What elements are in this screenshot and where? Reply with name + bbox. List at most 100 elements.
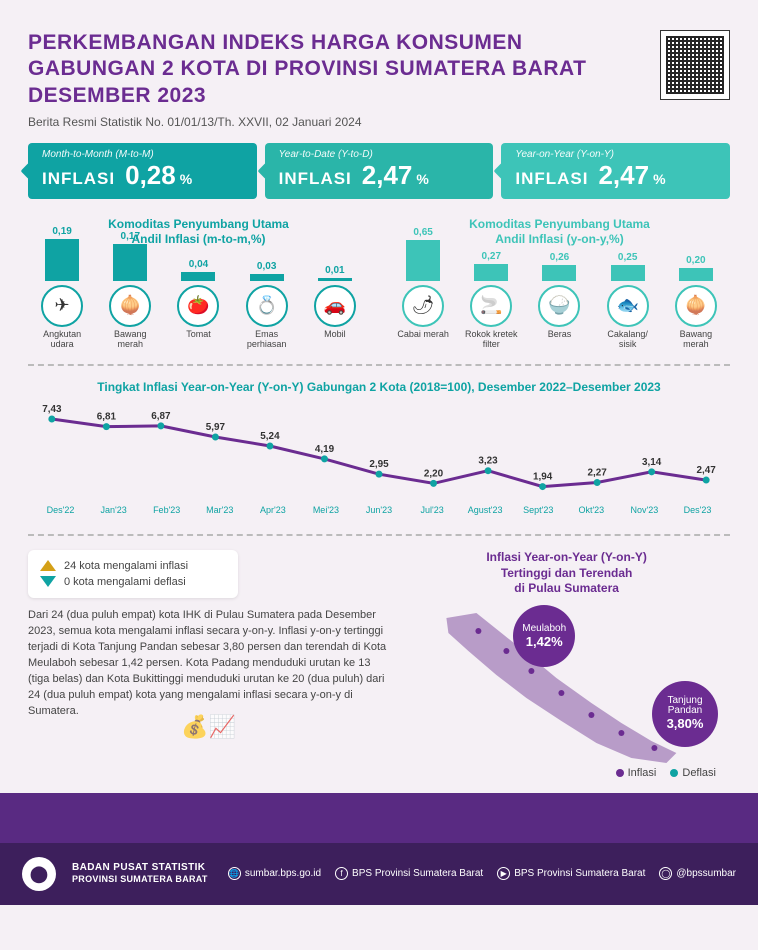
- commodity-icon: ✈: [41, 285, 83, 327]
- svg-text:2,27: 2,27: [587, 467, 607, 478]
- linechart-x-label: Jul'23: [406, 505, 459, 515]
- bar-item: 0,25 🐟 Cakalang/ sisik: [598, 252, 658, 350]
- bar-label: Tomat: [186, 330, 211, 350]
- page-title: PERKEMBANGAN INDEKS HARGA KONSUMEN GABUN…: [28, 30, 608, 109]
- commodity-icon: 🧅: [109, 285, 151, 327]
- linechart-x-label: Nov'23: [618, 505, 671, 515]
- linechart-x-label: Feb'23: [140, 505, 193, 515]
- bar: [250, 274, 284, 281]
- barset-mtm: 0,19 ✈ Angkutan udara0,17 🧅 Bawang merah…: [28, 254, 369, 350]
- linechart-x-label: Mei'23: [299, 505, 352, 515]
- barset-yoy: 0,65 🌶 Cabai merah0,27 🚬 Rokok kretek fi…: [389, 254, 730, 350]
- svg-text:5,24: 5,24: [260, 431, 280, 442]
- bar: [113, 244, 147, 281]
- svg-text:3,23: 3,23: [478, 456, 498, 467]
- legend-box: 24 kota mengalami inflasi 0 kota mengala…: [28, 550, 238, 598]
- footer: ⬤ BADAN PUSAT STATISTIK PROVINSI SUMATER…: [0, 843, 758, 905]
- stat-value: 0,28: [125, 160, 176, 191]
- instagram-icon: ◯: [659, 867, 672, 880]
- stat-label: INFLASI: [279, 169, 352, 189]
- linechart-x-label: Des'22: [34, 505, 87, 515]
- svg-text:4,19: 4,19: [315, 444, 335, 455]
- instagram-link[interactable]: ◯@bpssumbar: [659, 867, 736, 880]
- stat-eyebrow: Year-on-Year (Y-on-Y): [515, 149, 716, 160]
- bar-item: 0,17 🧅 Bawang merah: [100, 231, 160, 350]
- stat-label: INFLASI: [515, 169, 588, 189]
- skyline-decor: [0, 793, 758, 843]
- bar: [181, 272, 215, 281]
- commodity-icon: 🐟: [607, 285, 649, 327]
- divider: [28, 534, 730, 536]
- commodity-icon: 🚗: [314, 285, 356, 327]
- svg-text:3,14: 3,14: [642, 457, 662, 468]
- bar-label: Beras: [548, 330, 572, 350]
- bar-value: 0,25: [618, 252, 637, 263]
- facebook-link[interactable]: fBPS Provinsi Sumatera Barat: [335, 867, 483, 880]
- divider: [28, 364, 730, 366]
- linechart-x-label: Sept'23: [512, 505, 565, 515]
- bar-item: 0,26 🍚 Beras: [529, 252, 589, 350]
- commodity-icon: 🚬: [470, 285, 512, 327]
- commodity-icon: 🌶: [402, 285, 444, 327]
- stat-eyebrow: Year-to-Date (Y-to-D): [279, 149, 480, 160]
- bar-item: 0,04 🍅 Tomat: [168, 259, 228, 350]
- stat-value: 2,47: [362, 160, 413, 191]
- money-icon: 💰📈: [28, 714, 389, 740]
- bar-label: Bawang merah: [100, 330, 160, 350]
- org-name: BADAN PUSAT STATISTIK PROVINSI SUMATERA …: [72, 862, 208, 885]
- bar-label: Cakalang/ sisik: [598, 330, 658, 350]
- bar-value: 0,17: [121, 231, 140, 242]
- youtube-link[interactable]: ▶BPS Provinsi Sumatera Barat: [497, 867, 645, 880]
- qr-code: [660, 30, 730, 100]
- globe-icon: 🌐: [228, 867, 241, 880]
- bar-label: Bawang merah: [666, 330, 726, 350]
- bar-value: 0,03: [257, 261, 276, 272]
- linechart-x-label: Agust'23: [459, 505, 512, 515]
- bar: [406, 240, 440, 281]
- title-line-2: GABUNGAN 2 KOTA DI PROVINSI SUMATERA BAR…: [28, 57, 586, 80]
- bar: [679, 268, 713, 281]
- bar-item: 0,65 🌶 Cabai merah: [393, 227, 453, 350]
- stat-label: INFLASI: [42, 169, 115, 189]
- title-line-3: DESEMBER 2023: [28, 84, 206, 107]
- dot-deflasi-icon: [670, 769, 678, 777]
- linechart-x-label: Jan'23: [87, 505, 140, 515]
- linechart-x-label: Jun'23: [352, 505, 405, 515]
- svg-text:2,20: 2,20: [424, 468, 444, 479]
- commodity-icon: 🧅: [675, 285, 717, 327]
- callout-meulaboh: Meulaboh 1,42%: [513, 605, 575, 667]
- bar: [542, 265, 576, 281]
- linechart-title: Tingkat Inflasi Year-on-Year (Y-on-Y) Ga…: [28, 380, 730, 394]
- bar-value: 0,19: [52, 226, 71, 237]
- triangle-down-icon: [40, 576, 56, 587]
- svg-text:6,87: 6,87: [151, 411, 171, 422]
- title-line-1: PERKEMBANGAN INDEKS HARGA KONSUMEN: [28, 31, 523, 54]
- svg-text:2,95: 2,95: [369, 459, 389, 470]
- bar-label: Mobil: [324, 330, 346, 350]
- stat-unit: %: [416, 171, 428, 187]
- bar-item: 0,19 ✈ Angkutan udara: [32, 226, 92, 350]
- linechart-x-label: Mar'23: [193, 505, 246, 515]
- dot-inflasi-icon: [616, 769, 624, 777]
- bar-label: Rokok kretek filter: [461, 330, 521, 350]
- bar: [45, 239, 79, 281]
- callout-tanjung-pandan: Tanjung Pandan 3,80%: [652, 681, 718, 747]
- stat-eyebrow: Month-to-Month (M-to-M): [42, 149, 243, 160]
- body-paragraph: Dari 24 (dua puluh empat) kota IHK di Pu…: [28, 608, 389, 720]
- svg-text:7,43: 7,43: [42, 404, 62, 415]
- svg-text:2,47: 2,47: [697, 465, 717, 476]
- commodity-icon: 💍: [246, 285, 288, 327]
- linechart: 7,436,816,875,975,244,192,952,203,231,94…: [32, 400, 726, 520]
- stat-value: 2,47: [598, 160, 649, 191]
- facebook-icon: f: [335, 867, 348, 880]
- svg-text:1,94: 1,94: [533, 471, 553, 482]
- bar-value: 0,27: [482, 251, 501, 262]
- website-link[interactable]: 🌐sumbar.bps.go.id: [228, 867, 321, 880]
- legend-deflasi: 0 kota mengalami deflasi: [64, 576, 186, 588]
- linechart-x-label: Des'23: [671, 505, 724, 515]
- youtube-icon: ▶: [497, 867, 510, 880]
- bar-value: 0,20: [686, 255, 705, 266]
- svg-text:6,81: 6,81: [97, 412, 117, 423]
- map-legend: Inflasi Deflasi: [616, 767, 716, 779]
- stat-card: Year-on-Year (Y-on-Y) INFLASI 2,47 %: [501, 143, 730, 199]
